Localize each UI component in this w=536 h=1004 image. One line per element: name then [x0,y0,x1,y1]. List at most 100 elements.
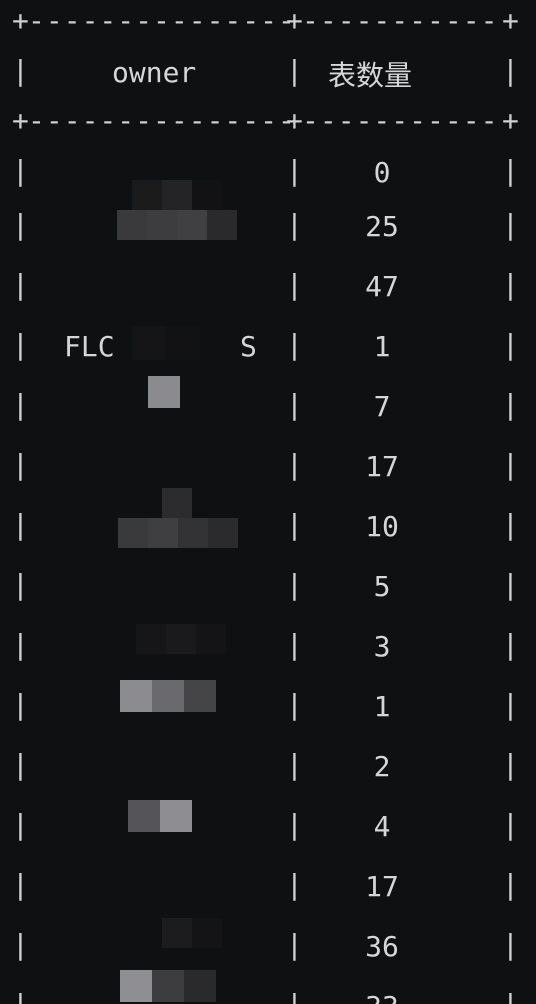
table-body: |||0|||25|||47|||FLCS1|||7|||17|||10|||5… [12,140,524,1004]
table-pipe: | [286,628,303,662]
table-pipe: | [12,54,29,88]
redaction-block [117,210,147,240]
count-value: 4 [322,810,442,843]
table-pipe: | [502,54,519,88]
redaction-block [208,518,238,548]
ascii-table: + --------------- + ----------- + | owne… [12,0,524,1004]
table-border-top: + --------------- + ----------- + [12,0,524,40]
table-pipe: | [502,568,519,602]
redaction-block [162,918,192,948]
table-pipe: | [286,154,303,188]
table-pipe: | [502,928,519,962]
table-pipe: | [286,328,303,362]
table-pipe: | [12,388,29,422]
table-pipe: | [286,448,303,482]
count-value: 17 [322,450,442,483]
count-value: 0 [322,156,442,189]
owner-fragment: FLC [64,330,115,363]
owner-fragment: S [240,330,257,363]
table-row: | | | 7 [12,374,524,434]
redaction-block [160,800,192,832]
table-pipe: | [502,154,519,188]
table-pipe: | [12,628,29,662]
count-value: 2 [322,750,442,783]
redaction-block [196,624,226,654]
count-value: 17 [322,870,442,903]
redaction-block [184,970,216,1002]
table-row: |||5 [12,554,524,614]
table-pipe: | [502,748,519,782]
redaction-block [152,970,184,1002]
table-border-header: + --------------- + ----------- + [12,100,524,140]
count-value: 3 [322,630,442,663]
table-pipe: | [12,208,29,242]
table-row: |||36 [12,914,524,974]
table-pipe: | [502,808,519,842]
table-pipe: | [286,868,303,902]
redaction-block [147,210,177,240]
redaction-block [132,180,162,210]
count-value: 33 [322,990,442,1004]
table-pipe: | [12,868,29,902]
redaction-block [120,970,152,1002]
redaction-block [118,518,148,548]
table-row: | | | FLC S 1 [12,314,524,374]
table-pipe: | [286,928,303,962]
redaction-block [162,488,192,518]
table-pipe: | [12,748,29,782]
redaction-block [177,210,207,240]
table-pipe: | [286,508,303,542]
table-pipe: | [286,568,303,602]
table-row: | | | 0 [12,140,524,194]
redaction-block [128,800,160,832]
redaction-block [152,680,184,712]
table-pipe: | [12,328,29,362]
table-row: | | | 17 [12,434,524,494]
table-pipe: | [12,268,29,302]
table-header-row: | owner | 表数量 | [12,40,524,100]
count-value: 1 [322,330,442,363]
table-pipe: | [286,208,303,242]
table-row: | | | 17 [12,854,524,914]
table-row: |||33 [12,974,524,1004]
redaction-block [192,180,222,210]
table-pipe: | [12,568,29,602]
table-pipe: | [502,388,519,422]
redaction-block [162,180,192,210]
table-row: |||1 [12,674,524,734]
table-pipe: | [286,54,303,88]
table-pipe: | [502,328,519,362]
redaction-block [120,680,152,712]
table-pipe: | [502,988,519,1004]
redaction-block [166,326,200,360]
table-row: |||47 [12,254,524,314]
table-pipe: | [12,154,29,188]
count-value: 1 [322,690,442,723]
redaction-block [192,918,222,948]
redaction-block [148,518,178,548]
table-pipe: | [286,268,303,302]
table-pipe: | [502,508,519,542]
table-pipe: | [502,448,519,482]
count-value: 25 [322,210,442,243]
table-pipe: | [502,268,519,302]
table-pipe: | [286,688,303,722]
redaction-block [148,376,180,408]
terminal-table-screenshot: + --------------- + ----------- + | owne… [0,0,536,1004]
table-pipe: | [286,748,303,782]
table-pipe: | [502,868,519,902]
count-value: 10 [322,510,442,543]
table-pipe: | [12,448,29,482]
table-pipe: | [286,388,303,422]
header-owner: owner [112,56,196,89]
count-value: 7 [322,390,442,423]
header-count: 表数量 [328,54,412,94]
table-row: |||10 [12,494,524,554]
table-row: | | | 2 [12,734,524,794]
table-pipe: | [502,208,519,242]
redaction-block [136,624,166,654]
table-row: |||3 [12,614,524,674]
table-pipe: | [502,688,519,722]
table-row: | | | 25 [12,194,524,254]
table-pipe: | [12,928,29,962]
